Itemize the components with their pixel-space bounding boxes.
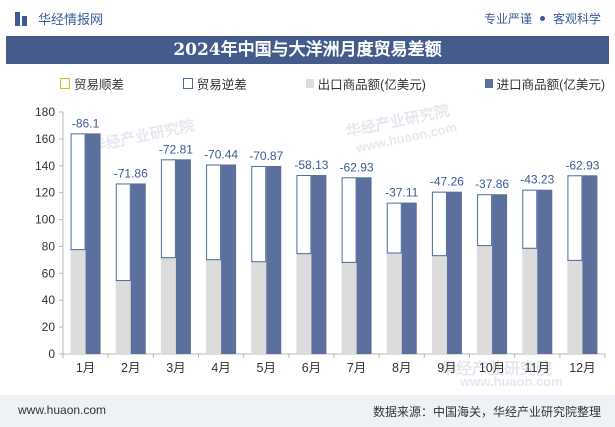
legend-item-surplus: 贸易顺差 bbox=[60, 74, 124, 93]
y-tick-label: 140 bbox=[35, 159, 55, 173]
bar-import bbox=[401, 202, 417, 354]
x-tick-label: 10月 bbox=[479, 361, 505, 375]
legend-item-export: 出口商品额(亿美元) bbox=[305, 74, 426, 93]
bar-deficit-outline bbox=[251, 165, 267, 263]
brand-name: 华经情报网 bbox=[38, 12, 104, 27]
bar-deficit-outline bbox=[522, 189, 538, 249]
legend-swatch-deficit bbox=[182, 78, 193, 89]
x-tick-label: 6月 bbox=[302, 361, 321, 375]
bar-deficit-outline bbox=[296, 175, 312, 255]
bar-import bbox=[582, 175, 598, 354]
footer: www.huaon.com 数据来源：中国海关，华经产业研究院整理 bbox=[0, 395, 615, 427]
bar-deficit-outline bbox=[115, 183, 131, 282]
x-tick-label: 1月 bbox=[76, 361, 95, 375]
separator-dot-icon bbox=[539, 16, 545, 21]
footer-website: www.huaon.com bbox=[18, 403, 107, 417]
watermark-url: www.huaon.com bbox=[460, 374, 563, 389]
y-tick-label: 20 bbox=[42, 320, 56, 334]
bar-import bbox=[311, 175, 327, 354]
x-tick-label: 12月 bbox=[569, 361, 595, 375]
bar-export bbox=[431, 255, 447, 354]
legend-label-surplus: 贸易顺差 bbox=[74, 78, 125, 92]
x-tick-label: 9月 bbox=[437, 361, 456, 375]
x-tick-label: 4月 bbox=[211, 361, 230, 375]
bar-export bbox=[206, 259, 222, 354]
brand-logo-icon bbox=[14, 10, 32, 28]
bar-deficit-outline bbox=[567, 175, 583, 261]
y-tick-label: 40 bbox=[42, 293, 56, 307]
bar-deficit-outline bbox=[341, 177, 357, 263]
x-tick-label: 2月 bbox=[121, 361, 140, 375]
legend-swatch-export bbox=[305, 79, 314, 88]
bar-import bbox=[266, 165, 282, 354]
legend-label-export: 出口商品额(亿美元) bbox=[317, 78, 426, 92]
legend-swatch-surplus bbox=[60, 78, 70, 89]
slogan: 专业严谨 客观科学 bbox=[484, 10, 601, 27]
y-tick-label: 80 bbox=[42, 239, 56, 253]
x-tick-label: 8月 bbox=[392, 361, 411, 375]
y-tick-label: 160 bbox=[35, 132, 55, 146]
bar-deficit-outline bbox=[477, 194, 493, 247]
bar-import bbox=[221, 164, 237, 354]
bar-deficit-outline bbox=[206, 164, 222, 261]
y-tick-label: 120 bbox=[35, 186, 55, 200]
bar-deficit-outline bbox=[431, 191, 447, 257]
bar-import bbox=[492, 194, 508, 354]
chart-plot: 0 20 40 60 80 100 120 140 160 180 -86.1 1月 -71.86 2月 -… bbox=[35, 105, 606, 375]
bar-deficit-outline bbox=[160, 159, 176, 259]
bar-export bbox=[115, 280, 131, 354]
legend-item-import: 进口商品额(亿美元) bbox=[484, 74, 605, 93]
bar-import bbox=[175, 159, 191, 354]
data-label-deficit: -70.87 bbox=[249, 149, 283, 163]
legend-swatch-import bbox=[484, 79, 493, 88]
bar-import bbox=[130, 183, 146, 354]
brand: 华经情报网 bbox=[14, 9, 103, 28]
x-tick-label: 11月 bbox=[525, 361, 550, 375]
watermark-text: 华经产业研究院 bbox=[440, 361, 553, 378]
bar-export bbox=[70, 249, 86, 354]
bar-export bbox=[567, 259, 583, 354]
data-label-deficit: -71.86 bbox=[114, 166, 148, 180]
footer-source: 数据来源：中国海关，华经产业研究院整理 bbox=[372, 405, 601, 419]
y-tick-label: 100 bbox=[35, 213, 55, 227]
legend-item-deficit: 贸易逆差 bbox=[182, 74, 247, 93]
y-tick-label: 180 bbox=[35, 105, 55, 119]
data-label-deficit: -43.23 bbox=[520, 173, 554, 187]
chart-legend: 贸易顺差 贸易逆差 出口商品额(亿美元) 进口商品额(亿美元) bbox=[60, 74, 605, 93]
legend-label-deficit: 贸易逆差 bbox=[196, 78, 247, 92]
data-label-deficit: -47.26 bbox=[430, 175, 464, 189]
bar-export bbox=[160, 257, 176, 354]
data-label-deficit: -37.11 bbox=[385, 186, 418, 200]
bar-import bbox=[356, 177, 372, 354]
data-label-deficit: -72.81 bbox=[159, 142, 193, 156]
x-tick-label: 7月 bbox=[347, 361, 366, 375]
bar-export bbox=[386, 252, 402, 354]
data-label-deficit: -62.93 bbox=[340, 160, 374, 174]
chart-title: 2024年中国与大洋洲月度贸易差额 bbox=[6, 36, 609, 64]
top-bar: 华经情报网 专业严谨 客观科学 bbox=[0, 0, 615, 36]
data-label-deficit: -62.93 bbox=[565, 158, 599, 172]
y-tick-label: 0 bbox=[48, 347, 55, 361]
slogan-left: 专业严谨 bbox=[483, 12, 532, 26]
bar-export bbox=[341, 261, 357, 354]
bar-import bbox=[85, 133, 101, 354]
x-tick-label: 5月 bbox=[257, 361, 276, 375]
bar-deficit-outline bbox=[70, 133, 86, 251]
bar-export bbox=[296, 253, 312, 354]
bar-export bbox=[477, 245, 493, 354]
data-label-deficit: -86.1 bbox=[72, 116, 100, 130]
bar-export bbox=[522, 247, 538, 354]
x-tick-label: 3月 bbox=[166, 361, 185, 375]
data-label-deficit: -70.44 bbox=[204, 148, 238, 162]
bar-import bbox=[537, 189, 553, 354]
legend-label-import: 进口商品额(亿美元) bbox=[496, 78, 605, 92]
data-label-deficit: -58.13 bbox=[294, 158, 328, 172]
slogan-right: 客观科学 bbox=[552, 12, 601, 26]
bar-import bbox=[446, 191, 462, 354]
bar-deficit-outline bbox=[386, 202, 402, 254]
bar-export bbox=[251, 261, 267, 354]
data-label-deficit: -37.86 bbox=[475, 177, 509, 191]
y-tick-label: 60 bbox=[42, 266, 56, 280]
